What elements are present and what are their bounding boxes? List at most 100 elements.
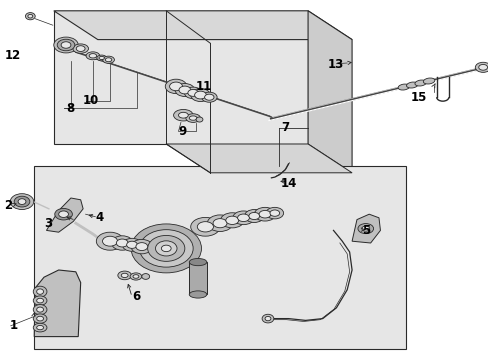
Text: 5: 5 xyxy=(361,224,369,237)
Ellipse shape xyxy=(397,84,409,90)
Ellipse shape xyxy=(102,236,117,246)
Ellipse shape xyxy=(89,54,97,58)
Ellipse shape xyxy=(102,56,114,63)
Text: 4: 4 xyxy=(95,211,103,224)
Ellipse shape xyxy=(175,84,194,96)
Text: 11: 11 xyxy=(195,80,211,93)
Ellipse shape xyxy=(131,239,152,254)
Ellipse shape xyxy=(194,91,206,99)
Ellipse shape xyxy=(232,211,254,225)
Text: 2: 2 xyxy=(4,199,12,212)
Ellipse shape xyxy=(423,78,434,84)
Ellipse shape xyxy=(254,207,275,221)
Ellipse shape xyxy=(37,307,43,312)
Ellipse shape xyxy=(259,211,270,218)
Ellipse shape xyxy=(33,286,47,297)
Ellipse shape xyxy=(33,296,47,305)
Ellipse shape xyxy=(136,243,147,251)
Ellipse shape xyxy=(190,217,220,236)
Ellipse shape xyxy=(33,314,47,323)
Ellipse shape xyxy=(121,273,128,278)
Ellipse shape xyxy=(179,86,190,94)
Circle shape xyxy=(142,274,149,279)
Ellipse shape xyxy=(173,109,193,121)
Ellipse shape xyxy=(169,82,182,91)
Ellipse shape xyxy=(161,245,171,252)
Ellipse shape xyxy=(10,194,34,210)
Ellipse shape xyxy=(237,214,249,221)
Ellipse shape xyxy=(99,57,104,59)
Polygon shape xyxy=(34,166,405,349)
Ellipse shape xyxy=(204,94,214,100)
Ellipse shape xyxy=(207,215,232,231)
Ellipse shape xyxy=(414,80,426,86)
Bar xyxy=(189,262,206,294)
Ellipse shape xyxy=(165,79,186,94)
Ellipse shape xyxy=(55,208,72,220)
Ellipse shape xyxy=(37,298,43,303)
Ellipse shape xyxy=(189,116,197,120)
Ellipse shape xyxy=(122,238,142,251)
Text: 8: 8 xyxy=(66,102,74,114)
Circle shape xyxy=(196,117,203,122)
Ellipse shape xyxy=(111,236,133,250)
Ellipse shape xyxy=(33,323,47,332)
Ellipse shape xyxy=(478,64,487,70)
Ellipse shape xyxy=(14,196,30,207)
Ellipse shape xyxy=(57,39,75,51)
Circle shape xyxy=(262,314,273,323)
Ellipse shape xyxy=(96,232,123,250)
Ellipse shape xyxy=(18,199,26,204)
Polygon shape xyxy=(46,198,83,232)
Ellipse shape xyxy=(37,325,43,330)
Ellipse shape xyxy=(184,87,202,99)
Ellipse shape xyxy=(406,82,417,88)
Circle shape xyxy=(28,14,33,18)
Ellipse shape xyxy=(130,273,142,280)
Text: 9: 9 xyxy=(178,125,186,138)
Circle shape xyxy=(264,316,270,321)
Ellipse shape xyxy=(213,219,226,228)
Polygon shape xyxy=(351,214,380,243)
Ellipse shape xyxy=(474,62,488,72)
Ellipse shape xyxy=(118,271,131,280)
Ellipse shape xyxy=(131,224,201,273)
Text: 15: 15 xyxy=(410,91,426,104)
Ellipse shape xyxy=(133,275,139,278)
Text: 10: 10 xyxy=(83,94,99,107)
Ellipse shape xyxy=(155,241,177,256)
Polygon shape xyxy=(166,144,351,173)
Ellipse shape xyxy=(33,305,47,315)
Polygon shape xyxy=(54,11,307,144)
Ellipse shape xyxy=(86,52,100,60)
Text: 3: 3 xyxy=(44,217,52,230)
Ellipse shape xyxy=(126,241,137,248)
Ellipse shape xyxy=(37,289,43,294)
Ellipse shape xyxy=(269,210,279,216)
Ellipse shape xyxy=(116,239,128,247)
Ellipse shape xyxy=(244,210,264,222)
Ellipse shape xyxy=(189,291,206,298)
Text: 14: 14 xyxy=(281,177,297,190)
Ellipse shape xyxy=(139,230,193,267)
Ellipse shape xyxy=(201,92,217,102)
Ellipse shape xyxy=(197,222,213,232)
Ellipse shape xyxy=(54,37,78,53)
Ellipse shape xyxy=(59,211,68,217)
Ellipse shape xyxy=(178,112,188,118)
Ellipse shape xyxy=(189,258,206,266)
Ellipse shape xyxy=(147,235,184,261)
Ellipse shape xyxy=(220,213,244,228)
Ellipse shape xyxy=(225,216,238,225)
Ellipse shape xyxy=(357,224,373,234)
Ellipse shape xyxy=(97,55,106,61)
Ellipse shape xyxy=(185,114,200,122)
Polygon shape xyxy=(34,270,81,337)
Text: 7: 7 xyxy=(281,121,289,134)
Ellipse shape xyxy=(37,316,43,321)
Text: 6: 6 xyxy=(132,291,140,303)
Ellipse shape xyxy=(76,46,85,51)
Ellipse shape xyxy=(187,89,198,96)
Ellipse shape xyxy=(73,44,88,53)
Circle shape xyxy=(25,13,35,20)
